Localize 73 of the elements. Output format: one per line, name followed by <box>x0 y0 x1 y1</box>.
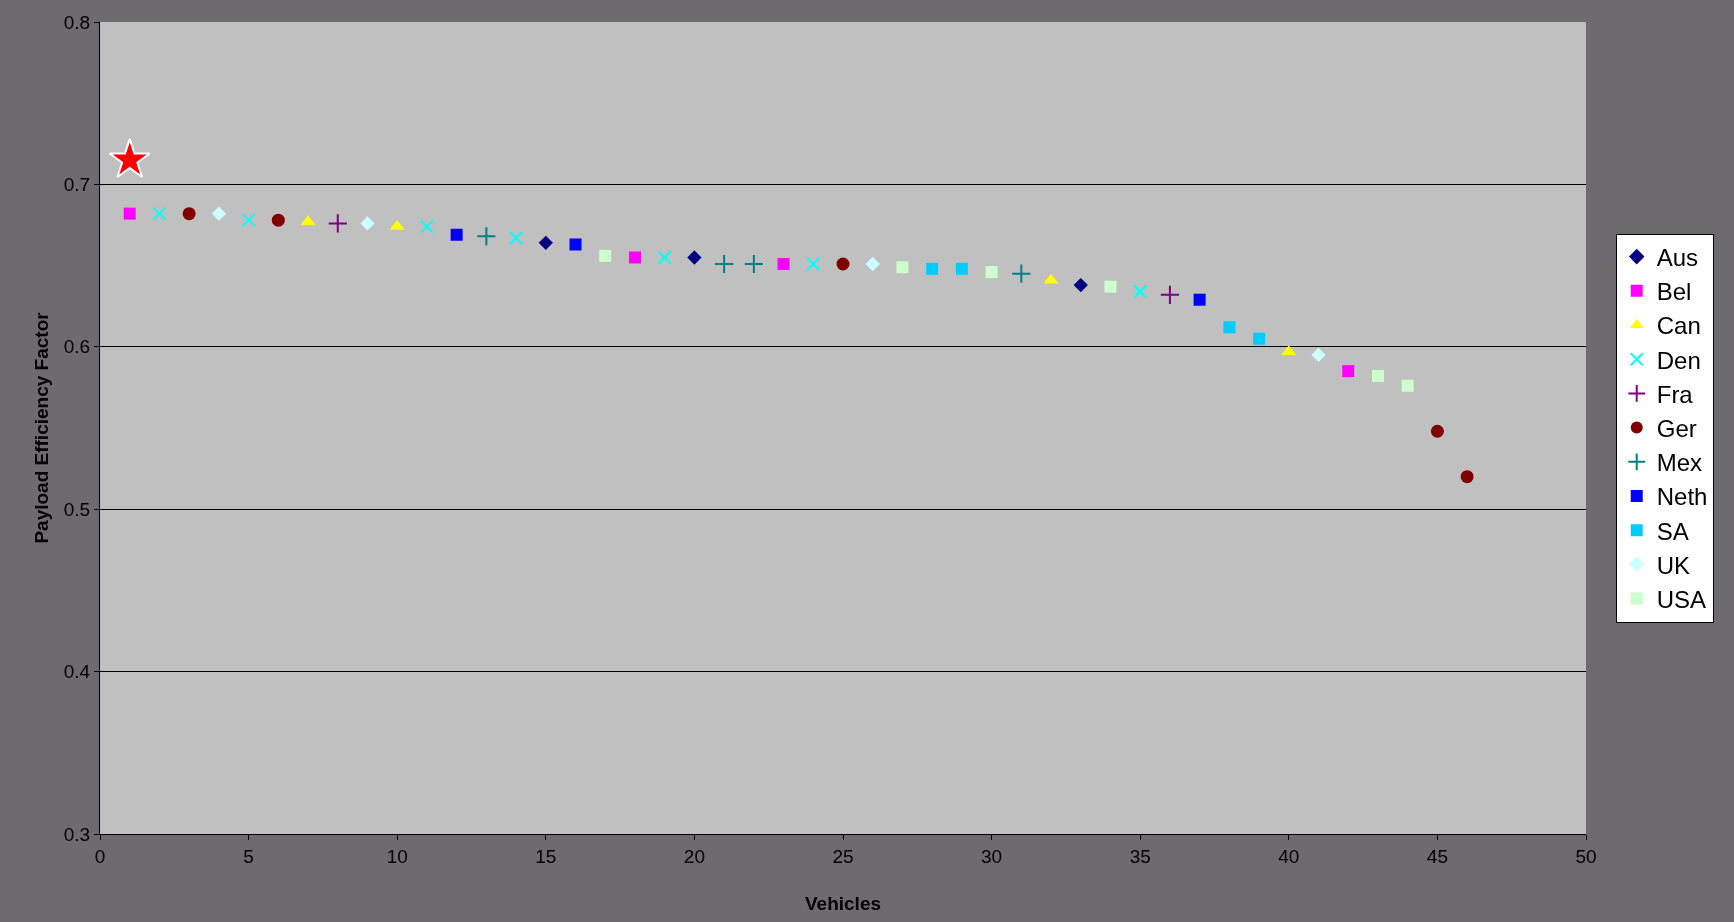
point <box>211 206 227 221</box>
legend-label: USA <box>1656 585 1707 613</box>
legend-label: Aus <box>1656 243 1699 271</box>
point <box>1342 365 1355 378</box>
x-axis-title: Vehicles <box>804 892 882 914</box>
y-tick-label: 0.3 <box>63 823 91 845</box>
point <box>1430 424 1444 438</box>
x-tick-label: 30 <box>981 845 1003 867</box>
point <box>628 251 641 264</box>
point <box>836 257 850 271</box>
point <box>327 213 348 234</box>
point <box>1460 470 1474 484</box>
point <box>955 262 968 275</box>
point <box>241 213 256 228</box>
x-tick-label: 40 <box>1278 845 1300 867</box>
point <box>1371 370 1384 383</box>
legend-label: Mex <box>1656 449 1703 477</box>
point <box>1104 280 1117 293</box>
point <box>985 266 998 279</box>
point <box>1193 293 1206 306</box>
point <box>777 257 790 270</box>
x-tick-label: 25 <box>832 845 854 867</box>
point <box>687 250 702 265</box>
point <box>714 253 735 275</box>
legend-label: Can <box>1656 312 1701 340</box>
point <box>509 230 524 245</box>
point <box>865 256 880 272</box>
point <box>599 249 612 262</box>
point <box>419 219 434 234</box>
point <box>1223 321 1236 334</box>
legend-label: UK <box>1656 551 1691 579</box>
point <box>1159 284 1181 305</box>
x-tick-label: 45 <box>1426 845 1448 867</box>
x-tick-label: 0 <box>94 845 106 867</box>
point <box>743 253 764 275</box>
point <box>271 213 285 227</box>
point <box>538 235 553 251</box>
point <box>1133 284 1148 299</box>
point <box>123 207 136 220</box>
point <box>1253 332 1266 345</box>
x-tick-label: 5 <box>243 845 254 867</box>
point <box>1311 347 1326 363</box>
y-tick-label: 0.6 <box>63 336 91 358</box>
legend-label: Den <box>1656 346 1701 374</box>
point <box>108 138 151 179</box>
legend-label: Fra <box>1656 380 1694 408</box>
point <box>1073 277 1088 293</box>
point <box>450 228 463 241</box>
point <box>152 206 167 221</box>
x-tick-label: 50 <box>1575 845 1597 867</box>
point <box>476 226 497 247</box>
y-axis-title: Payload Efficiency Factor <box>30 311 52 544</box>
x-tick-label: 10 <box>386 845 408 867</box>
point <box>806 256 821 271</box>
legend-label: SA <box>1656 517 1689 545</box>
x-tick-label: 15 <box>535 845 557 867</box>
y-tick-label: 0.4 <box>63 661 91 683</box>
y-tick-label: 0.7 <box>63 174 91 196</box>
point <box>926 262 939 275</box>
x-tick-label: 35 <box>1129 845 1151 867</box>
y-tick-label: 0.5 <box>63 498 91 520</box>
point <box>896 261 909 274</box>
point <box>1011 263 1032 284</box>
x-tick-label: 20 <box>683 845 705 867</box>
legend-label: Ger <box>1656 414 1697 442</box>
point <box>182 207 196 221</box>
y-tick-label: 0.8 <box>63 11 91 33</box>
point <box>1401 379 1414 392</box>
legend-label: Neth <box>1656 483 1708 511</box>
point <box>360 216 375 231</box>
point <box>657 250 672 265</box>
point <box>569 238 582 251</box>
legend-label: Bel <box>1656 278 1692 306</box>
